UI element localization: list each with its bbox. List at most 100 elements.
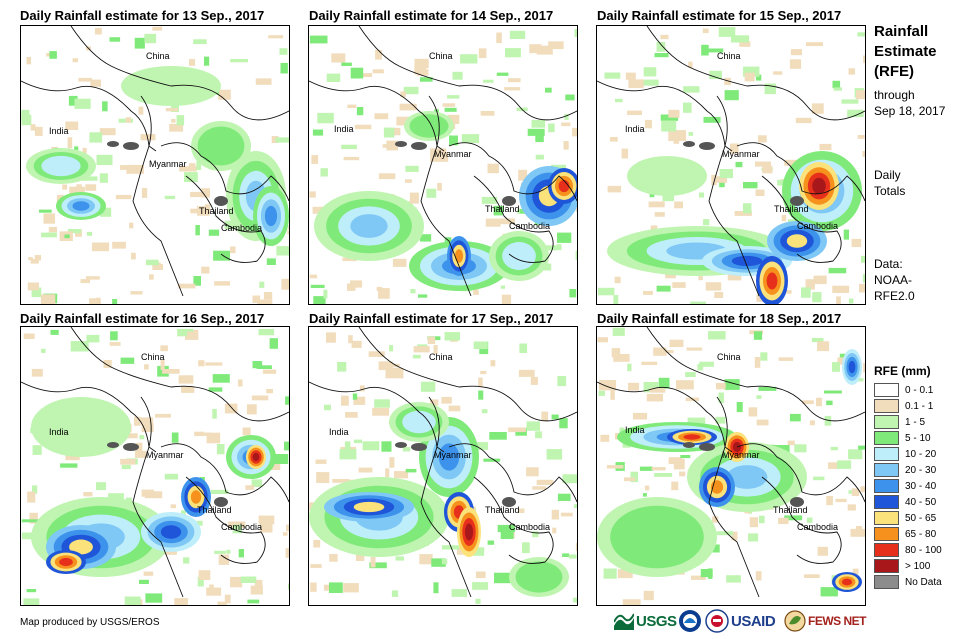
rain-speckle	[483, 458, 501, 462]
rain-speckle	[102, 101, 108, 112]
sidebar-data-product: RFE2.0	[874, 289, 915, 303]
rain-speckle	[828, 462, 840, 469]
rain-speckle	[697, 363, 704, 371]
rain-speckle	[674, 201, 683, 209]
rain-speckle	[817, 341, 830, 352]
rain-speckle	[216, 444, 225, 455]
rain-speckle	[174, 598, 188, 605]
rain-speckle	[748, 533, 759, 542]
rain-speckle	[139, 435, 145, 440]
rain-speckle	[26, 57, 32, 65]
rain-speckle	[198, 360, 205, 367]
rain-speckle	[836, 296, 841, 304]
rain-speckle	[412, 354, 421, 359]
rain-speckle	[256, 365, 272, 369]
rain-speckle	[315, 459, 327, 464]
rain-speckle	[252, 361, 263, 369]
rain-speckle	[230, 576, 243, 588]
rain-speckle	[34, 255, 42, 261]
rain-speckle	[481, 409, 488, 414]
map-panel-4: China India Myanmar Thailand Cambodia	[20, 326, 290, 606]
noaa-logo	[678, 608, 702, 634]
rain-cell	[197, 126, 245, 166]
rain-speckle	[130, 291, 143, 295]
rain-speckle	[269, 338, 278, 349]
rain-speckle	[312, 129, 324, 136]
rain-speckle	[559, 418, 568, 429]
rain-speckle	[279, 48, 288, 55]
rain-speckle	[170, 504, 176, 509]
no-data-area	[790, 497, 804, 507]
rain-speckle	[561, 122, 571, 127]
rain-speckle	[832, 285, 850, 293]
rain-speckle	[556, 244, 562, 251]
rain-speckle	[260, 523, 273, 533]
legend-swatch	[874, 447, 899, 461]
rain-speckle	[129, 222, 134, 229]
rain-speckle	[572, 127, 577, 137]
rain-speckle	[31, 368, 43, 377]
rain-speckle	[826, 400, 833, 406]
rain-speckle	[276, 246, 289, 256]
country-label-india: India	[625, 425, 645, 435]
panel-title-6: Daily Rainfall estimate for 18 Sep., 201…	[597, 311, 842, 326]
rain-speckle	[758, 386, 777, 391]
rain-cell	[69, 539, 93, 555]
rain-speckle	[378, 288, 390, 299]
rain-speckle	[727, 270, 742, 281]
country-label-cambodia: Cambodia	[221, 223, 263, 233]
rain-speckle	[115, 194, 132, 200]
rain-speckle	[813, 275, 827, 285]
rain-cell	[515, 561, 563, 593]
rain-speckle	[826, 495, 833, 506]
rain-speckle	[460, 54, 478, 64]
rain-speckle	[316, 472, 330, 483]
rain-speckle	[356, 107, 364, 116]
rain-speckle	[96, 297, 101, 304]
panel-title-2: Daily Rainfall estimate for 14 Sep., 201…	[309, 8, 554, 23]
country-boundary	[597, 80, 733, 152]
rain-cell	[72, 201, 90, 211]
rain-speckle	[676, 380, 694, 390]
rain-speckle	[409, 192, 419, 204]
rain-cell	[438, 443, 460, 471]
rain-speckle	[149, 274, 154, 280]
rain-speckle	[91, 242, 109, 252]
usaid-logo: USAID	[731, 608, 776, 634]
rain-cell	[402, 410, 436, 434]
rain-speckle	[402, 447, 411, 452]
rain-speckle	[857, 135, 865, 139]
rain-speckle	[96, 154, 113, 166]
rain-speckle	[611, 348, 621, 358]
rain-speckle	[755, 571, 762, 581]
rain-speckle	[359, 385, 365, 392]
rain-speckle	[67, 137, 73, 149]
no-data-area	[107, 442, 119, 448]
rain-speckle	[643, 67, 657, 77]
rain-cell	[59, 557, 73, 567]
rain-speckle	[485, 218, 501, 227]
country-label-china: China	[429, 51, 453, 61]
rain-speckle	[813, 476, 825, 481]
rain-speckle	[708, 331, 726, 340]
rain-speckle	[187, 331, 196, 340]
no-data-area	[699, 142, 715, 150]
rain-speckle	[679, 471, 686, 477]
rain-speckle	[331, 53, 346, 63]
rain-speckle	[551, 509, 559, 520]
map-panel-2: China India Myanmar Thailand Cambodia	[308, 25, 578, 305]
rain-speckle	[649, 193, 655, 198]
rain-cell	[41, 155, 81, 177]
rain-speckle	[374, 399, 390, 408]
rain-speckle	[532, 486, 547, 490]
rain-speckle	[134, 37, 145, 49]
rain-speckle	[518, 369, 535, 377]
rain-speckle	[654, 473, 673, 477]
country-boundary	[736, 443, 865, 503]
rain-speckle	[405, 165, 419, 172]
rain-speckle	[160, 345, 168, 352]
rain-speckle	[862, 274, 865, 283]
rain-speckle	[288, 583, 289, 590]
rain-speckle	[716, 383, 726, 390]
rain-speckle	[552, 527, 557, 534]
